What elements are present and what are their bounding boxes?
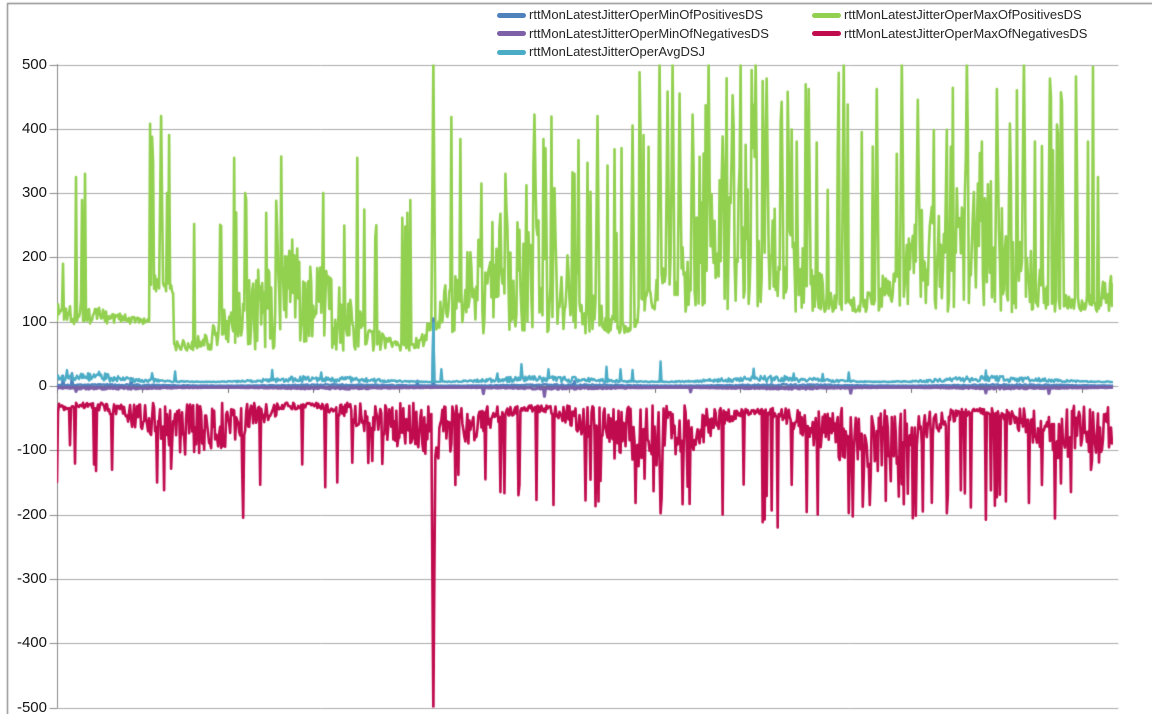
legend-series-label: rttMonLatestJitterOperAvgDSJ [529, 44, 706, 59]
y-tick-label: -100 [16, 441, 47, 459]
legend-item[interactable]: rttMonLatestJitterOperAvgDSJ [497, 45, 705, 59]
y-tick-label: -500 [16, 698, 47, 716]
legend-item[interactable]: rttMonLatestJitterOperMaxOfPositivesDS [812, 8, 1082, 22]
legend-item[interactable]: rttMonLatestJitterOperMaxOfNegativesDS [812, 25, 1088, 41]
y-tick-label: 100 [21, 312, 47, 330]
legend-series-swatch [812, 12, 841, 18]
y-tick-label: 200 [21, 248, 47, 266]
y-tick-label: 300 [21, 184, 47, 202]
y-tick-label: 0 [38, 377, 47, 394]
y-tick-label: -400 [16, 634, 47, 652]
legend-series-label: rttMonLatestJitterOperMinOfPositivesDS [529, 7, 764, 22]
y-tick-label: 500 [21, 55, 47, 73]
legend-item[interactable]: rttMonLatestJitterOperMinOfPositivesDS [497, 8, 763, 22]
legend-series-label: rttMonLatestJitterOperMaxOfPositivesDS [844, 7, 1082, 22]
legend-series-label: rttMonLatestJitterOperMaxOfNegativesDS [844, 25, 1088, 41]
legend-series-label: rttMonLatestJitterOperMinOfNegativesDS [529, 25, 769, 41]
y-tick-label: -200 [16, 505, 47, 523]
legend-item[interactable]: rttMonLatestJitterOperMinOfNegativesDS [497, 25, 769, 41]
legend-series-swatch [497, 49, 526, 55]
legend-series-swatch [497, 31, 526, 36]
chart-legend: rttMonLatestJitterOperMinOfPositivesDS rt… [0, 0, 1152, 64]
legend-series-swatch [812, 31, 841, 36]
y-tick-label: -300 [16, 569, 47, 587]
y-axis-labels: 500 400 300 200 100 0 -100 -200 -300 -400 -500 [0, 0, 60, 716]
y-tick-label: 400 [21, 119, 47, 137]
legend-series-swatch [497, 12, 526, 18]
